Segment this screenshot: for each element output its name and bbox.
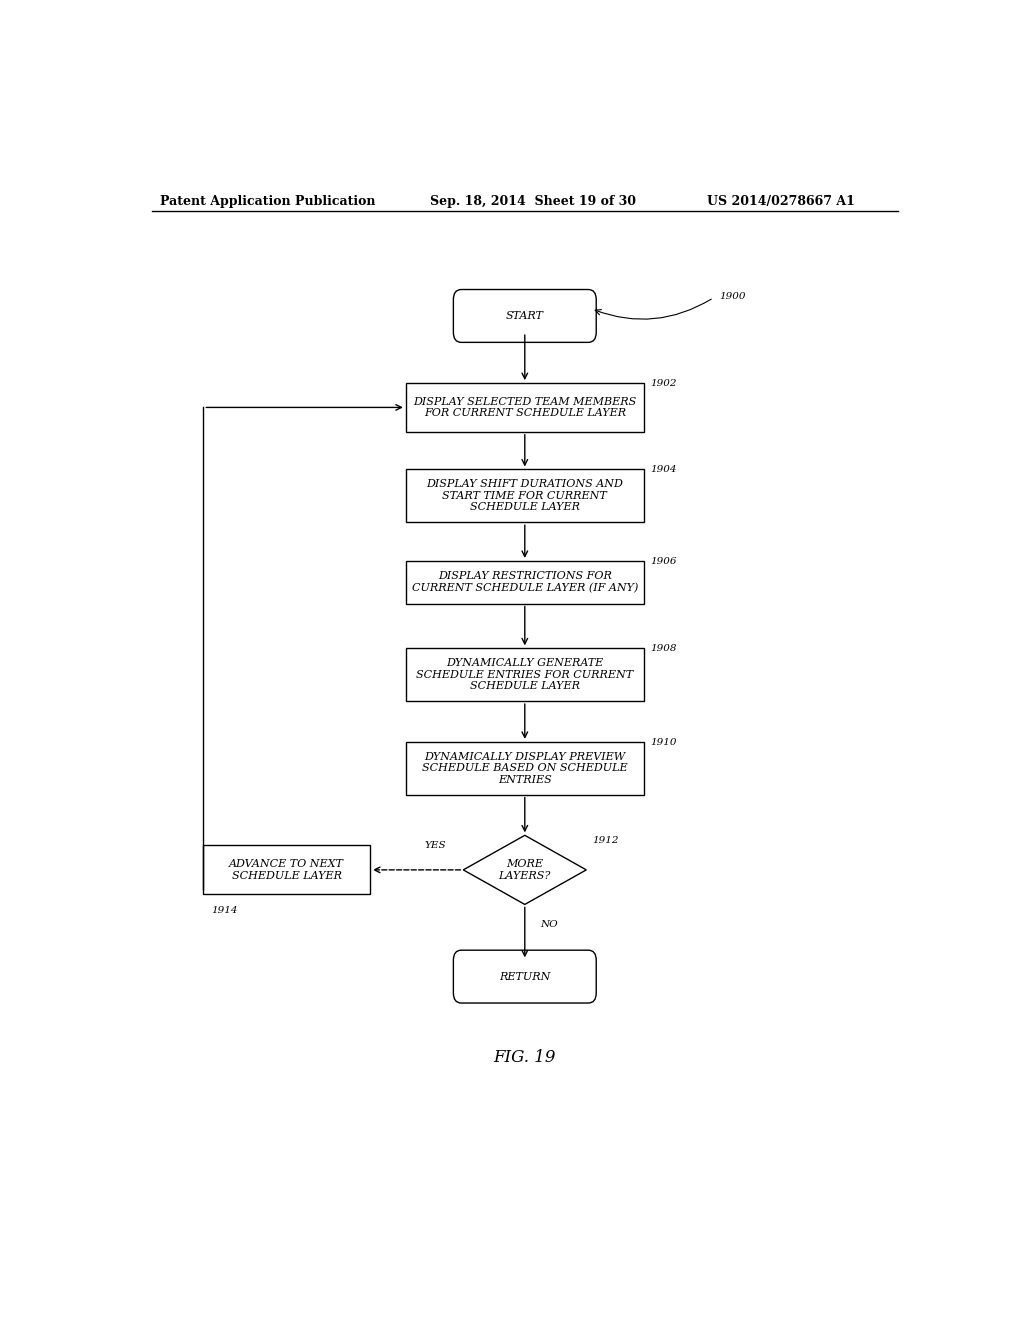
Text: 1904: 1904 — [650, 466, 677, 474]
Text: RETURN: RETURN — [499, 972, 551, 982]
Bar — [406, 383, 644, 432]
Bar — [406, 648, 644, 701]
FancyBboxPatch shape — [454, 289, 596, 342]
Text: US 2014/0278667 A1: US 2014/0278667 A1 — [708, 194, 855, 207]
Text: DYNAMICALLY DISPLAY PREVIEW
SCHEDULE BASED ON SCHEDULE
ENTRIES: DYNAMICALLY DISPLAY PREVIEW SCHEDULE BAS… — [422, 751, 628, 785]
Text: 1914: 1914 — [211, 906, 238, 915]
Text: NO: NO — [540, 920, 557, 929]
Polygon shape — [463, 836, 587, 904]
Text: Sep. 18, 2014  Sheet 19 of 30: Sep. 18, 2014 Sheet 19 of 30 — [430, 194, 636, 207]
Bar — [406, 742, 644, 795]
Bar — [406, 561, 644, 603]
Text: DISPLAY SHIFT DURATIONS AND
START TIME FOR CURRENT
SCHEDULE LAYER: DISPLAY SHIFT DURATIONS AND START TIME F… — [426, 479, 624, 512]
Text: MORE
LAYERS?: MORE LAYERS? — [499, 859, 551, 880]
Text: 1912: 1912 — [593, 837, 620, 845]
Bar — [204, 846, 370, 894]
Text: 1902: 1902 — [650, 379, 677, 388]
Text: 1908: 1908 — [650, 644, 677, 653]
Text: ADVANCE TO NEXT
SCHEDULE LAYER: ADVANCE TO NEXT SCHEDULE LAYER — [229, 859, 344, 880]
Text: DISPLAY RESTRICTIONS FOR
CURRENT SCHEDULE LAYER (IF ANY): DISPLAY RESTRICTIONS FOR CURRENT SCHEDUL… — [412, 572, 638, 593]
Text: 1900: 1900 — [719, 292, 745, 301]
Text: DISPLAY SELECTED TEAM MEMBERS
FOR CURRENT SCHEDULE LAYER: DISPLAY SELECTED TEAM MEMBERS FOR CURREN… — [413, 396, 637, 418]
Text: FIG. 19: FIG. 19 — [494, 1049, 556, 1067]
Bar — [406, 470, 644, 523]
Text: Patent Application Publication: Patent Application Publication — [160, 194, 375, 207]
Text: START: START — [506, 312, 544, 321]
Text: 1906: 1906 — [650, 557, 677, 566]
Text: YES: YES — [425, 841, 446, 850]
Text: 1910: 1910 — [650, 738, 677, 747]
FancyBboxPatch shape — [454, 950, 596, 1003]
Text: DYNAMICALLY GENERATE
SCHEDULE ENTRIES FOR CURRENT
SCHEDULE LAYER: DYNAMICALLY GENERATE SCHEDULE ENTRIES FO… — [416, 659, 634, 692]
